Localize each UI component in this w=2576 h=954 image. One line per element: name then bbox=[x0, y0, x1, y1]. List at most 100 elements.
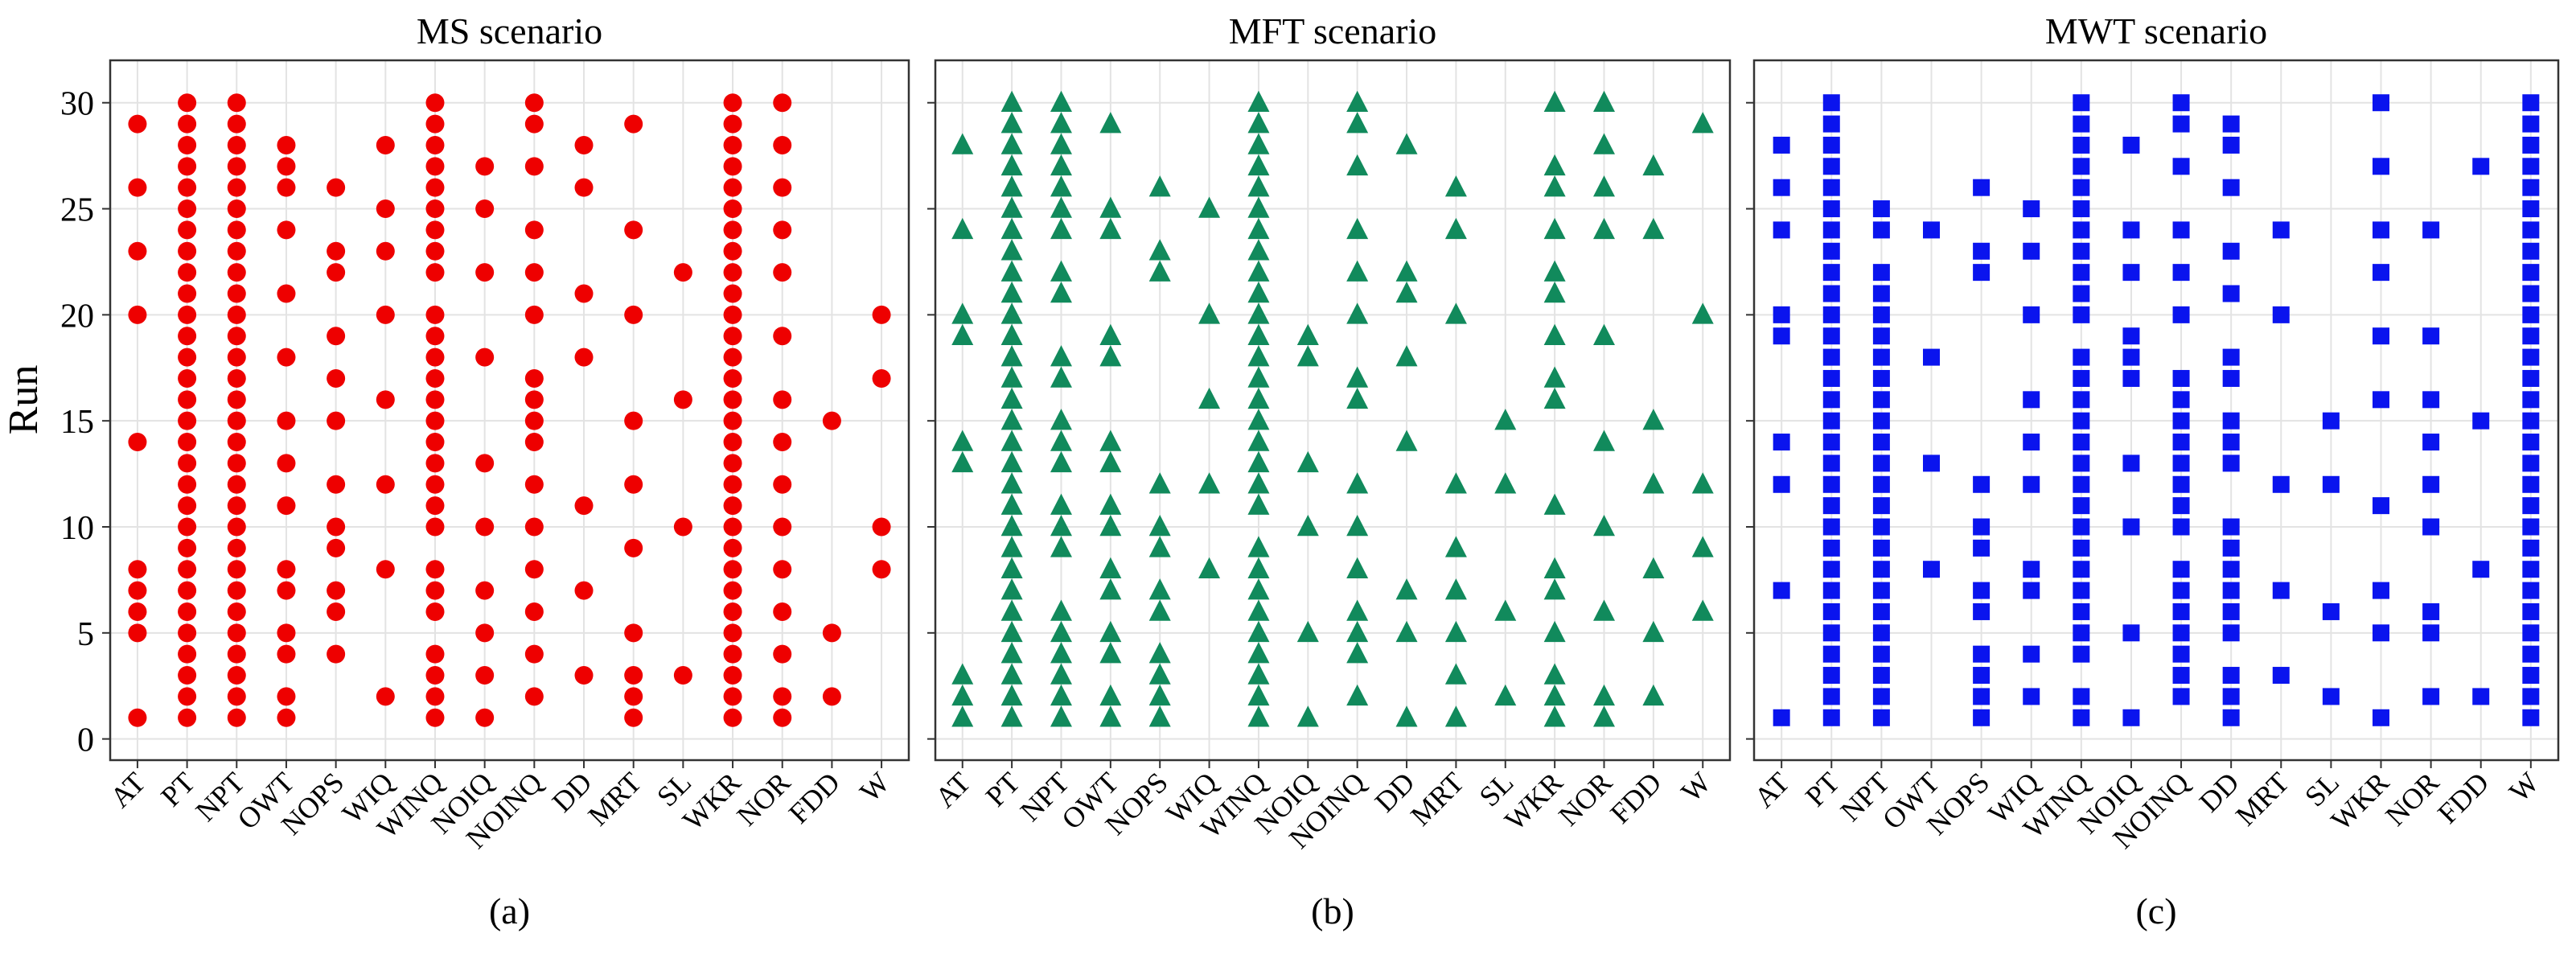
data-point bbox=[1593, 217, 1616, 240]
data-point bbox=[1099, 620, 1122, 643]
data-point bbox=[227, 517, 246, 537]
data-point bbox=[1050, 345, 1072, 367]
data-point bbox=[2522, 306, 2540, 323]
data-point bbox=[574, 284, 594, 303]
data-point bbox=[1593, 430, 1616, 451]
data-point bbox=[1050, 282, 1072, 303]
data-point bbox=[1872, 412, 1890, 430]
data-point bbox=[1000, 217, 1023, 240]
data-point bbox=[2522, 94, 2540, 112]
data-point bbox=[1000, 90, 1023, 112]
data-point bbox=[1543, 557, 1566, 578]
data-point bbox=[1050, 112, 1072, 134]
x-tick-label: AT bbox=[929, 766, 976, 813]
data-point bbox=[2373, 327, 2390, 345]
data-point bbox=[327, 411, 346, 430]
data-point bbox=[1050, 450, 1072, 473]
data-point bbox=[951, 217, 974, 240]
data-point bbox=[2373, 624, 2390, 642]
data-point bbox=[475, 666, 495, 685]
data-point bbox=[227, 178, 246, 197]
data-point bbox=[178, 263, 197, 282]
data-point bbox=[1822, 94, 1840, 112]
data-point bbox=[425, 560, 445, 579]
data-point bbox=[624, 623, 643, 643]
data-point bbox=[2222, 136, 2240, 154]
data-point bbox=[1444, 705, 1467, 727]
data-point bbox=[1247, 217, 1270, 240]
data-point bbox=[1973, 688, 1991, 705]
data-point bbox=[376, 390, 395, 409]
data-point bbox=[2222, 624, 2240, 642]
data-point bbox=[2172, 391, 2190, 409]
data-point bbox=[822, 623, 841, 643]
data-point bbox=[178, 538, 197, 557]
data-point bbox=[277, 178, 296, 197]
data-point bbox=[2073, 179, 2090, 196]
data-point bbox=[2322, 475, 2340, 493]
data-point bbox=[1148, 578, 1171, 600]
data-point bbox=[227, 687, 246, 706]
data-point bbox=[1247, 387, 1270, 409]
data-point bbox=[1000, 620, 1023, 643]
data-point bbox=[178, 433, 197, 452]
data-point bbox=[1247, 430, 1270, 451]
data-point bbox=[1099, 642, 1122, 664]
data-point bbox=[2023, 434, 2040, 451]
data-point bbox=[2522, 688, 2540, 705]
data-point bbox=[227, 114, 246, 134]
data-point bbox=[2172, 497, 2190, 515]
data-point bbox=[425, 135, 445, 154]
data-point bbox=[1247, 493, 1270, 515]
data-point bbox=[128, 433, 147, 452]
data-point bbox=[425, 368, 445, 388]
data-point bbox=[1593, 705, 1616, 727]
data-point bbox=[2472, 412, 2490, 430]
data-point bbox=[425, 411, 445, 430]
data-point bbox=[1593, 323, 1616, 345]
data-point bbox=[2023, 561, 2040, 578]
data-point bbox=[2073, 624, 2090, 642]
data-point bbox=[1822, 136, 1840, 154]
data-point bbox=[277, 581, 296, 600]
data-point bbox=[2373, 582, 2390, 599]
data-point bbox=[773, 263, 792, 282]
data-point bbox=[723, 263, 742, 282]
data-point bbox=[2422, 624, 2440, 642]
data-point bbox=[2522, 348, 2540, 366]
data-point bbox=[227, 454, 246, 473]
data-point bbox=[574, 135, 594, 154]
data-point bbox=[1773, 475, 1790, 493]
data-point bbox=[2373, 264, 2390, 282]
data-point bbox=[277, 220, 296, 240]
data-point bbox=[2222, 285, 2240, 302]
data-point bbox=[2172, 602, 2190, 620]
data-point bbox=[2122, 624, 2140, 642]
data-point bbox=[425, 93, 445, 113]
data-point bbox=[227, 560, 246, 579]
data-point bbox=[1543, 705, 1566, 727]
data-point bbox=[624, 305, 643, 324]
data-point bbox=[1148, 239, 1171, 261]
data-point bbox=[1148, 260, 1171, 282]
data-point bbox=[723, 157, 742, 176]
data-point bbox=[872, 517, 891, 537]
data-point bbox=[178, 517, 197, 537]
data-point bbox=[1198, 196, 1221, 218]
data-point bbox=[1247, 133, 1270, 154]
data-point bbox=[723, 581, 742, 600]
data-point bbox=[178, 368, 197, 388]
data-point bbox=[2422, 221, 2440, 239]
data-point bbox=[2073, 561, 2090, 578]
data-point bbox=[2272, 475, 2290, 493]
data-point bbox=[2222, 602, 2240, 620]
data-point bbox=[1050, 684, 1072, 706]
data-point bbox=[822, 687, 841, 706]
data-point bbox=[425, 327, 445, 346]
data-point bbox=[1000, 705, 1023, 727]
data-point bbox=[1543, 684, 1566, 706]
data-point bbox=[723, 327, 742, 346]
data-point bbox=[327, 581, 346, 600]
data-point bbox=[2073, 434, 2090, 451]
